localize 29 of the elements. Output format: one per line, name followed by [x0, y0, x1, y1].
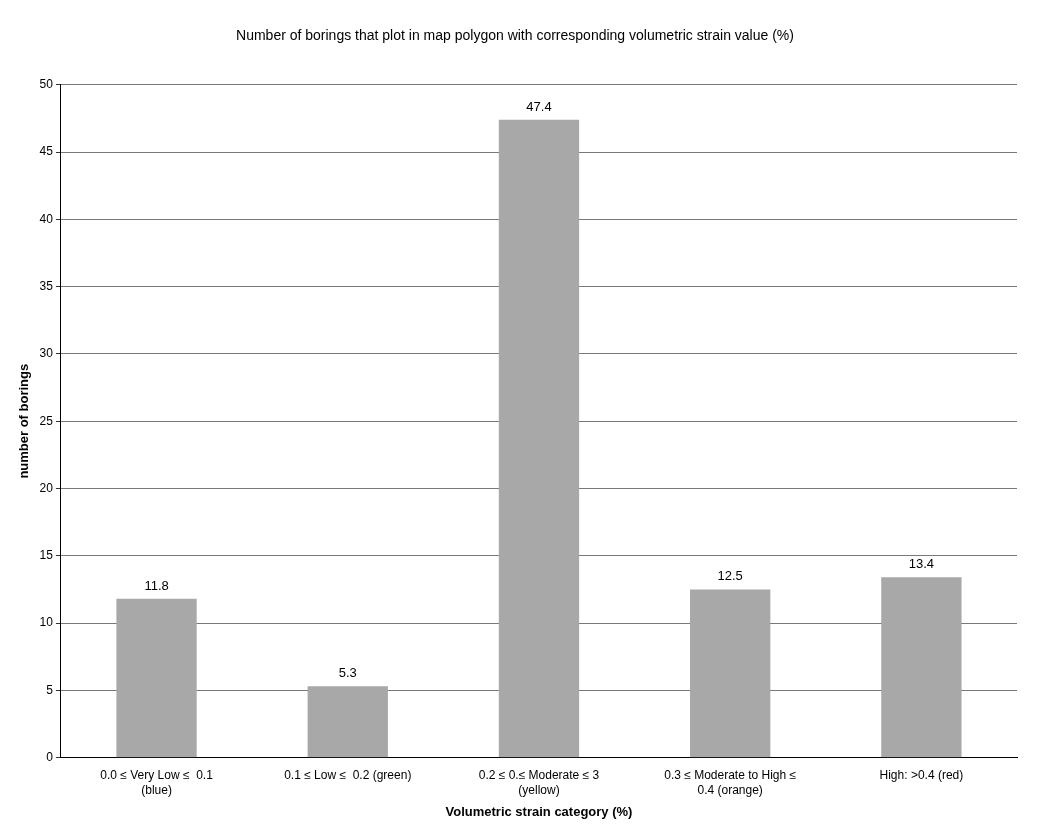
x-tick-label: 0.2 ≤ 0.≤ Moderate ≤ 3 (yellow)	[478, 768, 600, 797]
x-tick-label: High: >0.4 (red)	[879, 768, 964, 783]
bar	[881, 577, 962, 758]
y-tick-label: 25	[39, 413, 54, 428]
y-tick-label: 5	[46, 682, 54, 697]
y-tick-label: 20	[39, 480, 54, 495]
y-tick-label: 15	[39, 548, 54, 563]
data-label: 13.4	[908, 556, 935, 572]
data-label: 47.4	[526, 98, 552, 114]
x-tick-label: 0.3 ≤ Moderate to High ≤ 0.4 (orange)	[664, 768, 797, 797]
y-tick-label: 35	[39, 278, 54, 293]
bar	[498, 119, 580, 758]
data-label: 11.8	[144, 577, 169, 593]
y-tick-label: 30	[39, 346, 54, 361]
y-tick-label: 45	[39, 144, 54, 159]
bar	[307, 686, 388, 758]
bar	[116, 598, 197, 758]
y-tick-label: 50	[39, 77, 54, 92]
y-axis-title: number of borings	[16, 363, 32, 479]
y-tick-label: 10	[39, 615, 54, 630]
y-tick-label: 40	[39, 211, 54, 226]
x-tick-label: 0.1 ≤ Low ≤ 0.2 (green)	[284, 768, 412, 783]
x-tick-label: 0.0 ≤ Very Low ≤ 0.1 (blue)	[100, 768, 214, 797]
y-tick-label: 0	[46, 749, 54, 764]
data-label: 5.3	[338, 665, 357, 681]
x-axis-title: Volumetric strain category (%)	[445, 803, 633, 819]
data-label: 12.5	[717, 568, 743, 584]
chart-title: Number of borings that plot in map polygon with corresponding volumetric strain value (%)	[236, 27, 794, 44]
bar	[690, 589, 771, 758]
